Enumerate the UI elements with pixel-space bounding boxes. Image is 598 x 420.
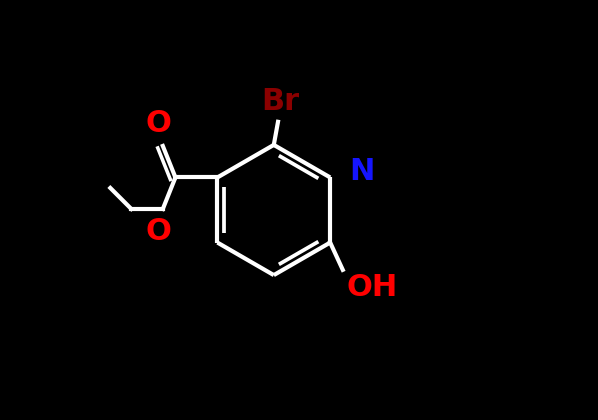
Text: N: N [349,157,374,186]
Text: O: O [146,218,172,247]
Text: OH: OH [347,273,398,302]
Text: O: O [146,108,172,138]
Text: Br: Br [261,87,299,116]
